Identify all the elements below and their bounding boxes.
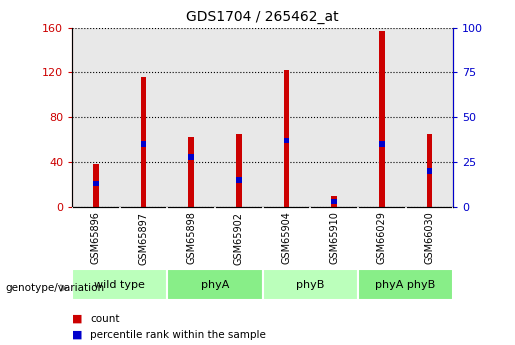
Title: GDS1704 / 265462_at: GDS1704 / 265462_at: [186, 10, 339, 24]
Text: genotype/variation: genotype/variation: [5, 283, 104, 293]
Text: phyA: phyA: [201, 280, 229, 289]
Text: GSM66030: GSM66030: [424, 212, 434, 264]
Text: GSM65910: GSM65910: [329, 211, 339, 265]
Text: phyA phyB: phyA phyB: [375, 280, 436, 289]
Bar: [141, 77, 146, 207]
Text: GSM65896: GSM65896: [91, 211, 101, 265]
Bar: [426, 168, 432, 174]
Bar: [331, 196, 337, 207]
Text: GSM65904: GSM65904: [282, 211, 291, 265]
Text: count: count: [90, 314, 119, 324]
Text: GSM65897: GSM65897: [139, 211, 148, 265]
Text: wild type: wild type: [94, 280, 145, 289]
Bar: [236, 134, 242, 207]
Bar: [331, 199, 337, 205]
Bar: [284, 138, 289, 144]
Bar: [358, 269, 453, 300]
Bar: [426, 134, 432, 207]
Bar: [72, 269, 167, 300]
Text: ■: ■: [72, 330, 82, 339]
Text: ■: ■: [72, 314, 82, 324]
Text: GSM65902: GSM65902: [234, 211, 244, 265]
Bar: [141, 141, 146, 147]
Bar: [379, 31, 385, 207]
Bar: [93, 181, 99, 187]
Bar: [236, 177, 242, 183]
Bar: [263, 269, 358, 300]
Bar: [93, 164, 99, 207]
Bar: [379, 141, 385, 147]
Text: phyB: phyB: [296, 280, 324, 289]
Text: percentile rank within the sample: percentile rank within the sample: [90, 330, 266, 339]
Text: GSM65898: GSM65898: [186, 211, 196, 265]
Bar: [188, 154, 194, 160]
Bar: [167, 269, 263, 300]
Bar: [188, 137, 194, 207]
Text: GSM66029: GSM66029: [377, 211, 387, 265]
Bar: [284, 70, 289, 207]
